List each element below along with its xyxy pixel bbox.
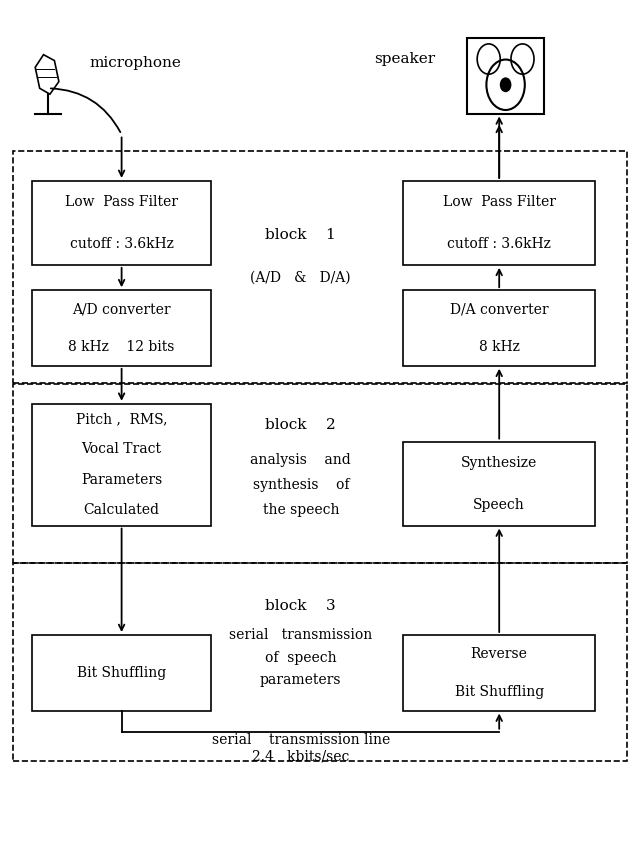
Text: Vocal Tract: Vocal Tract: [82, 442, 161, 457]
Text: Low  Pass Filter: Low Pass Filter: [65, 195, 178, 209]
Text: Parameters: Parameters: [81, 473, 162, 487]
Text: 8 kHz: 8 kHz: [479, 340, 520, 354]
Bar: [403, 290, 595, 366]
Bar: [32, 181, 211, 265]
Text: serial   transmission: serial transmission: [229, 628, 372, 642]
Text: A/D converter: A/D converter: [72, 302, 171, 316]
Bar: [403, 635, 595, 711]
Bar: [13, 384, 627, 563]
Text: speaker: speaker: [374, 52, 435, 66]
Bar: [13, 563, 627, 761]
Text: (A/D   &   D/A): (A/D & D/A): [250, 271, 351, 284]
Bar: [32, 290, 211, 366]
Text: Low  Pass Filter: Low Pass Filter: [443, 195, 556, 209]
Text: synthesis    of: synthesis of: [253, 479, 349, 492]
Bar: [13, 151, 627, 383]
Text: 2.4   kbits/sec: 2.4 kbits/sec: [252, 750, 349, 764]
Text: Bit Shuffling: Bit Shuffling: [454, 685, 544, 699]
Bar: [467, 38, 544, 114]
Text: block    1: block 1: [266, 229, 336, 242]
Circle shape: [500, 78, 511, 92]
Text: block    2: block 2: [266, 418, 336, 431]
Text: parameters: parameters: [260, 674, 342, 687]
Text: D/A converter: D/A converter: [450, 302, 548, 316]
Text: analysis    and: analysis and: [250, 453, 351, 467]
Text: Pitch ,  RMS,: Pitch , RMS,: [76, 412, 167, 426]
Text: Synthesize: Synthesize: [461, 456, 538, 469]
Text: the speech: the speech: [262, 504, 339, 517]
Text: Reverse: Reverse: [471, 647, 527, 661]
Text: Calculated: Calculated: [84, 504, 159, 517]
Text: microphone: microphone: [90, 56, 182, 70]
Bar: [32, 404, 211, 526]
Text: block    3: block 3: [266, 599, 336, 612]
Text: of  speech: of speech: [265, 651, 337, 664]
Bar: [32, 635, 211, 711]
Bar: [403, 442, 595, 526]
Text: Speech: Speech: [474, 498, 525, 511]
Text: Bit Shuffling: Bit Shuffling: [77, 666, 166, 680]
Text: cutoff : 3.6kHz: cutoff : 3.6kHz: [447, 237, 551, 251]
Text: serial    transmission line: serial transmission line: [212, 733, 390, 747]
Polygon shape: [35, 55, 59, 94]
Text: cutoff : 3.6kHz: cutoff : 3.6kHz: [70, 237, 173, 251]
Text: 8 kHz    12 bits: 8 kHz 12 bits: [68, 340, 175, 354]
Bar: [403, 181, 595, 265]
